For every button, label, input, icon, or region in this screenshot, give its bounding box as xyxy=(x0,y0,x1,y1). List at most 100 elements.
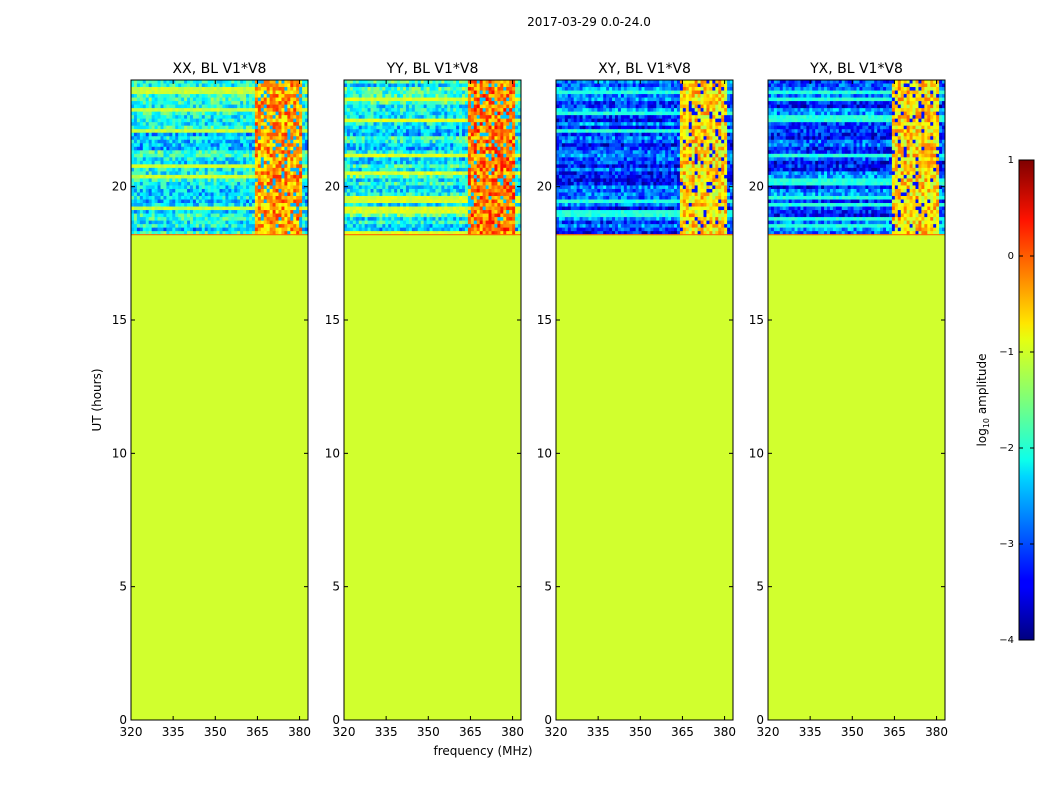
spectrogram-cell xyxy=(494,108,498,113)
spectrogram-cell xyxy=(139,87,144,91)
spectrogram-cell xyxy=(444,196,448,200)
spectrogram-cell xyxy=(195,115,200,120)
spectrogram-cell xyxy=(482,199,486,204)
spectrogram-cell xyxy=(305,104,309,109)
spectrogram-cell xyxy=(344,178,348,183)
spectrogram-cell xyxy=(485,83,489,88)
spectrogram-cell xyxy=(219,188,223,193)
spectrogram-cell xyxy=(426,185,430,190)
spectrogram-cell xyxy=(420,146,425,151)
spectrogram-cell xyxy=(509,80,513,84)
spectrogram-cell xyxy=(201,227,206,232)
spectrogram-cell xyxy=(462,136,466,141)
spectrogram-cell xyxy=(225,196,229,200)
spectrogram-cell xyxy=(352,171,357,176)
spectrogram-cell xyxy=(290,125,294,130)
spectrogram-cell xyxy=(444,174,448,179)
spectrogram-cell xyxy=(438,188,442,193)
spectrogram-cell xyxy=(154,136,158,141)
spectrogram-cell xyxy=(172,227,176,232)
spectrogram-cell xyxy=(382,108,386,113)
spectrogram-cell xyxy=(512,188,516,193)
spectrogram-cell xyxy=(473,210,478,214)
spectrogram-cell xyxy=(367,108,371,113)
spectrogram-cell xyxy=(515,196,519,200)
spectrogram-cell xyxy=(136,125,141,130)
spectrogram-cell xyxy=(379,132,383,137)
spectrogram-cell xyxy=(237,104,241,109)
spectrogram-cell xyxy=(296,80,300,84)
spectrogram-cell xyxy=(207,139,212,144)
spectrogram-cell xyxy=(296,115,300,120)
spectrogram-cell xyxy=(266,231,271,236)
spectrogram-cell xyxy=(243,196,247,200)
spectrogram-cell xyxy=(367,160,371,165)
spectrogram-cell xyxy=(394,94,398,98)
spectrogram-cell xyxy=(172,213,176,218)
spectrogram-cell xyxy=(299,108,303,113)
spectrogram-cell xyxy=(216,174,220,179)
spectrogram-cell xyxy=(462,104,466,109)
spectrogram-cell xyxy=(358,167,363,172)
spectrogram-cell xyxy=(491,203,495,207)
spectrogram-cell xyxy=(142,217,147,222)
spectrogram-cell xyxy=(181,167,185,172)
spectrogram-cell xyxy=(187,174,191,179)
spectrogram-cell xyxy=(266,146,271,151)
spectrogram-cell xyxy=(175,185,179,190)
spectrogram-cell xyxy=(355,164,360,169)
spectrogram-cell xyxy=(213,118,217,123)
spectrogram-cell xyxy=(370,153,374,158)
spectrogram-cell xyxy=(278,181,282,186)
spectrogram-cell xyxy=(249,199,253,204)
spectrogram-cell xyxy=(429,181,433,186)
spectrogram-cell xyxy=(287,192,291,197)
spectrogram-cell xyxy=(204,101,209,106)
spectrogram-cell xyxy=(166,118,170,123)
spectrogram-cell xyxy=(391,97,395,102)
spectrogram-cell xyxy=(219,104,223,109)
spectrogram-cell xyxy=(302,231,306,236)
spectrogram-cell xyxy=(467,108,472,113)
spectrogram-cell xyxy=(432,160,436,165)
spectrogram-cell xyxy=(464,129,469,134)
spectrogram-cell xyxy=(204,139,209,144)
spectrogram-cell xyxy=(207,125,212,130)
spectrogram-cell xyxy=(133,217,138,222)
spectrogram-cell xyxy=(370,118,374,123)
spectrogram-cell xyxy=(400,203,404,207)
spectrogram-cell xyxy=(305,108,309,113)
spectrogram-cell xyxy=(456,185,460,190)
spectrogram-cell xyxy=(216,139,220,144)
spectrogram-cell xyxy=(251,157,256,162)
spectrogram-cell xyxy=(358,178,363,183)
spectrogram-cell xyxy=(373,203,377,207)
spectrogram-cell xyxy=(462,115,466,120)
spectrogram-cell xyxy=(131,231,135,236)
spectrogram-cell xyxy=(509,164,513,169)
spectrogram-cell xyxy=(290,90,294,95)
spectrogram-cell xyxy=(154,150,158,155)
spectrogram-cell xyxy=(249,83,253,88)
spectrogram-cell xyxy=(464,192,469,197)
spectrogram-cell xyxy=(184,227,188,232)
spectrogram-cell xyxy=(234,164,238,169)
spectrogram-cell xyxy=(420,97,425,102)
spectrogram-cell xyxy=(467,146,472,151)
spectrogram-cell xyxy=(411,80,416,84)
spectrogram-cell xyxy=(497,174,501,179)
spectrogram-cell xyxy=(408,94,413,98)
spectrogram-cell xyxy=(142,231,147,236)
spectrogram-cell xyxy=(260,108,265,113)
spectrogram-cell xyxy=(234,129,238,134)
spectrogram-cell xyxy=(290,160,294,165)
spectrogram-cell xyxy=(497,83,501,88)
spectrogram-cell xyxy=(426,90,430,95)
spectrogram-cell xyxy=(370,150,374,155)
spectrogram-cell xyxy=(148,97,153,102)
spectrogram-cell xyxy=(219,132,223,137)
spectrogram-cell xyxy=(512,153,516,158)
spectrogram-cell xyxy=(367,188,371,193)
spectrogram-cell xyxy=(157,178,161,183)
spectrogram-cell xyxy=(379,160,383,165)
